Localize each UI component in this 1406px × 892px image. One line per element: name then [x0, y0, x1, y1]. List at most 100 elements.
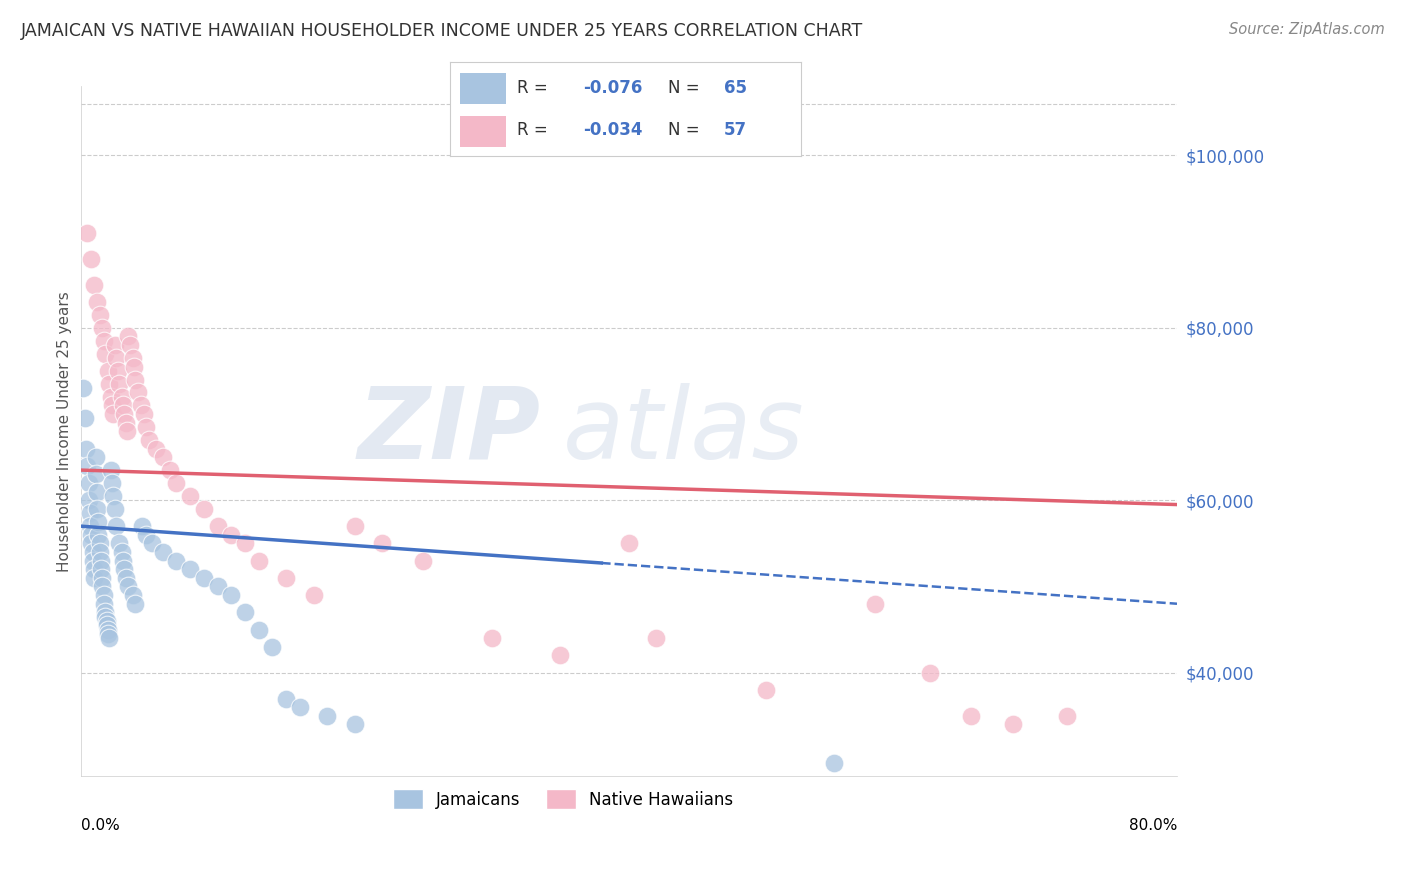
Point: [159, 463, 181, 477]
Text: 65: 65: [724, 79, 747, 97]
Point: [90, 553, 112, 567]
Point: [93, 597, 115, 611]
Point: [101, 398, 124, 412]
Point: [86, 294, 108, 309]
Point: [93, 588, 115, 602]
Point: [179, 489, 201, 503]
Point: [274, 691, 297, 706]
Point: [219, 527, 242, 541]
Point: [343, 519, 366, 533]
Point: [371, 536, 394, 550]
Point: [100, 463, 122, 477]
Point: [233, 536, 256, 550]
Point: [108, 376, 131, 391]
Point: [98, 376, 121, 391]
Point: [91, 579, 114, 593]
Text: -0.076: -0.076: [583, 79, 643, 97]
Point: [135, 420, 157, 434]
Text: N =: N =: [668, 121, 704, 139]
Bar: [461, 73, 506, 103]
Point: [145, 442, 167, 456]
Text: Source: ZipAtlas.com: Source: ZipAtlas.com: [1229, 22, 1385, 37]
Point: [114, 416, 136, 430]
Point: [111, 545, 134, 559]
Point: [247, 553, 270, 567]
Point: [83, 562, 105, 576]
Text: 57: 57: [724, 121, 747, 139]
Point: [72, 381, 94, 395]
Point: [117, 579, 139, 593]
Point: [129, 398, 152, 412]
Point: [118, 338, 141, 352]
Point: [80, 252, 103, 266]
Point: [152, 450, 174, 464]
Bar: [461, 116, 506, 147]
Point: [94, 609, 117, 624]
Point: [79, 506, 101, 520]
Point: [288, 700, 311, 714]
Point: [111, 398, 134, 412]
Point: [755, 682, 778, 697]
Point: [179, 562, 201, 576]
Point: [166, 475, 188, 490]
Point: [104, 501, 127, 516]
Point: [112, 562, 135, 576]
Text: 0.0%: 0.0%: [80, 818, 120, 832]
Point: [412, 553, 434, 567]
Point: [274, 571, 297, 585]
Point: [80, 527, 103, 541]
Point: [83, 277, 105, 292]
Point: [79, 519, 101, 533]
Text: -0.034: -0.034: [583, 121, 643, 139]
Point: [1001, 717, 1024, 731]
Point: [124, 372, 146, 386]
Point: [166, 553, 188, 567]
Point: [617, 536, 640, 550]
Point: [87, 527, 110, 541]
Point: [121, 351, 143, 365]
Point: [193, 501, 215, 516]
Legend: Jamaicans, Native Hawaiians: Jamaicans, Native Hawaiians: [387, 782, 740, 816]
Text: R =: R =: [517, 121, 553, 139]
Point: [262, 640, 284, 654]
Point: [104, 338, 127, 352]
Point: [343, 717, 366, 731]
Point: [920, 665, 942, 680]
Point: [87, 515, 110, 529]
Point: [89, 308, 111, 322]
Text: R =: R =: [517, 79, 553, 97]
Point: [247, 623, 270, 637]
Point: [114, 571, 136, 585]
Point: [117, 329, 139, 343]
Y-axis label: Householder Income Under 25 years: Householder Income Under 25 years: [58, 291, 72, 572]
Point: [193, 571, 215, 585]
Point: [122, 359, 145, 374]
Point: [84, 450, 107, 464]
Point: [84, 467, 107, 482]
Point: [823, 756, 845, 771]
Point: [124, 597, 146, 611]
Point: [865, 597, 887, 611]
Point: [77, 493, 100, 508]
Point: [302, 588, 325, 602]
Point: [138, 433, 160, 447]
Point: [127, 385, 149, 400]
Point: [112, 407, 135, 421]
Point: [75, 442, 97, 456]
Point: [82, 545, 104, 559]
Point: [121, 588, 143, 602]
Point: [105, 519, 128, 533]
Point: [219, 588, 242, 602]
Point: [233, 605, 256, 619]
Point: [107, 364, 129, 378]
Text: ZIP: ZIP: [359, 383, 541, 480]
Point: [89, 536, 111, 550]
Point: [101, 475, 124, 490]
Point: [98, 631, 121, 645]
Point: [111, 553, 134, 567]
Point: [111, 390, 134, 404]
Point: [76, 458, 98, 473]
Point: [1056, 708, 1078, 723]
Point: [97, 364, 120, 378]
Point: [115, 424, 138, 438]
